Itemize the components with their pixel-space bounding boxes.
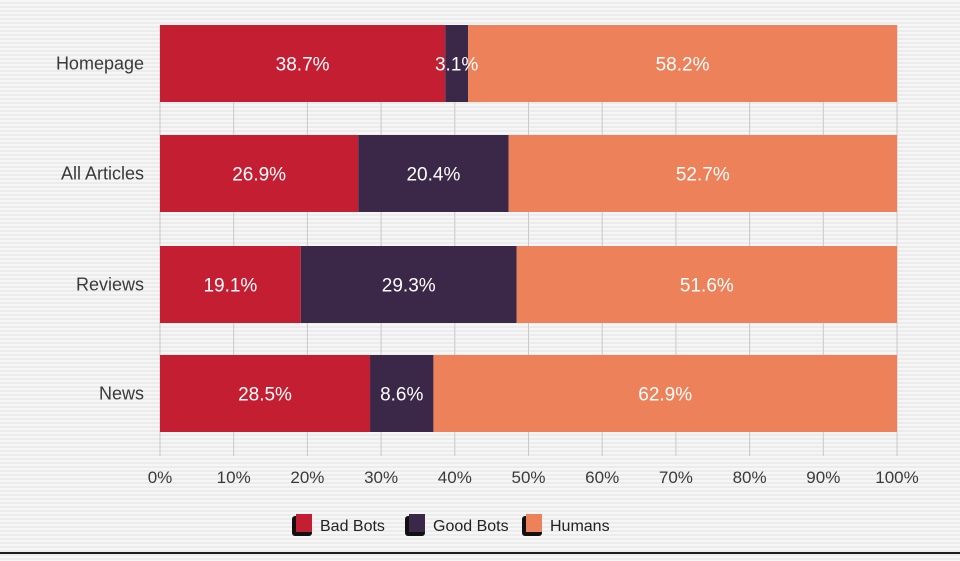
x-tick-label: 70% bbox=[659, 468, 693, 487]
x-axis-ticks: 0% 10% 20% 30% 40% 50% 60% 70% 80% 90% 100% bbox=[148, 468, 919, 487]
x-tick-label: 80% bbox=[733, 468, 767, 487]
category-label: News bbox=[99, 384, 144, 404]
value-label: 29.3% bbox=[382, 276, 436, 297]
bottom-border bbox=[0, 552, 960, 554]
value-label: 51.6% bbox=[680, 276, 734, 297]
legend-label: Humans bbox=[550, 518, 610, 535]
bar-segment bbox=[358, 135, 509, 212]
x-tick-label: 40% bbox=[438, 468, 472, 487]
bar-segment bbox=[160, 135, 359, 212]
bar-segment bbox=[468, 25, 897, 102]
value-label: 19.1% bbox=[203, 276, 257, 297]
bar-segment bbox=[160, 355, 371, 432]
x-tick-label: 60% bbox=[585, 468, 619, 487]
value-label: 52.7% bbox=[676, 165, 730, 186]
bar-segment bbox=[370, 355, 434, 432]
bar-segment bbox=[160, 25, 446, 102]
value-label: 3.1% bbox=[435, 55, 478, 76]
category-label: Homepage bbox=[56, 54, 144, 74]
x-tick-label: 90% bbox=[806, 468, 840, 487]
value-labels: 38.7% 3.1% 58.2% 26.9% 20.4% 52.7% 19.1% 29.3% 5… bbox=[203, 55, 733, 406]
x-tick-label: 50% bbox=[511, 468, 545, 487]
bars bbox=[160, 25, 897, 432]
value-label: 20.4% bbox=[406, 165, 460, 186]
x-tick-label: 100% bbox=[875, 468, 918, 487]
legend-swatch bbox=[409, 514, 425, 532]
bar-segment bbox=[516, 246, 897, 323]
bar-segment bbox=[433, 355, 897, 432]
legend-label: Good Bots bbox=[433, 518, 509, 535]
category-label: All Articles bbox=[61, 164, 144, 184]
value-label: 58.2% bbox=[656, 55, 710, 76]
x-tick-label: 10% bbox=[217, 468, 251, 487]
bar-segment bbox=[508, 135, 897, 212]
legend-swatch bbox=[296, 514, 312, 532]
value-label: 38.7% bbox=[276, 55, 330, 76]
bar-segment bbox=[300, 246, 517, 323]
value-label: 28.5% bbox=[238, 385, 292, 406]
category-label: Reviews bbox=[76, 275, 144, 295]
bar-segment bbox=[445, 25, 469, 102]
category-labels: Homepage All Articles Reviews News bbox=[56, 54, 144, 404]
x-tick-label: 20% bbox=[290, 468, 324, 487]
legend-label: Bad Bots bbox=[320, 518, 385, 535]
value-label: 62.9% bbox=[638, 385, 692, 406]
x-tick-label: 0% bbox=[148, 468, 173, 487]
legend: Bad Bots Good Bots Humans bbox=[292, 514, 610, 536]
legend-swatch bbox=[526, 514, 542, 532]
value-label: 26.9% bbox=[232, 165, 286, 186]
x-tick-label: 30% bbox=[364, 468, 398, 487]
value-label: 8.6% bbox=[380, 385, 423, 406]
bar-segment bbox=[160, 246, 301, 323]
